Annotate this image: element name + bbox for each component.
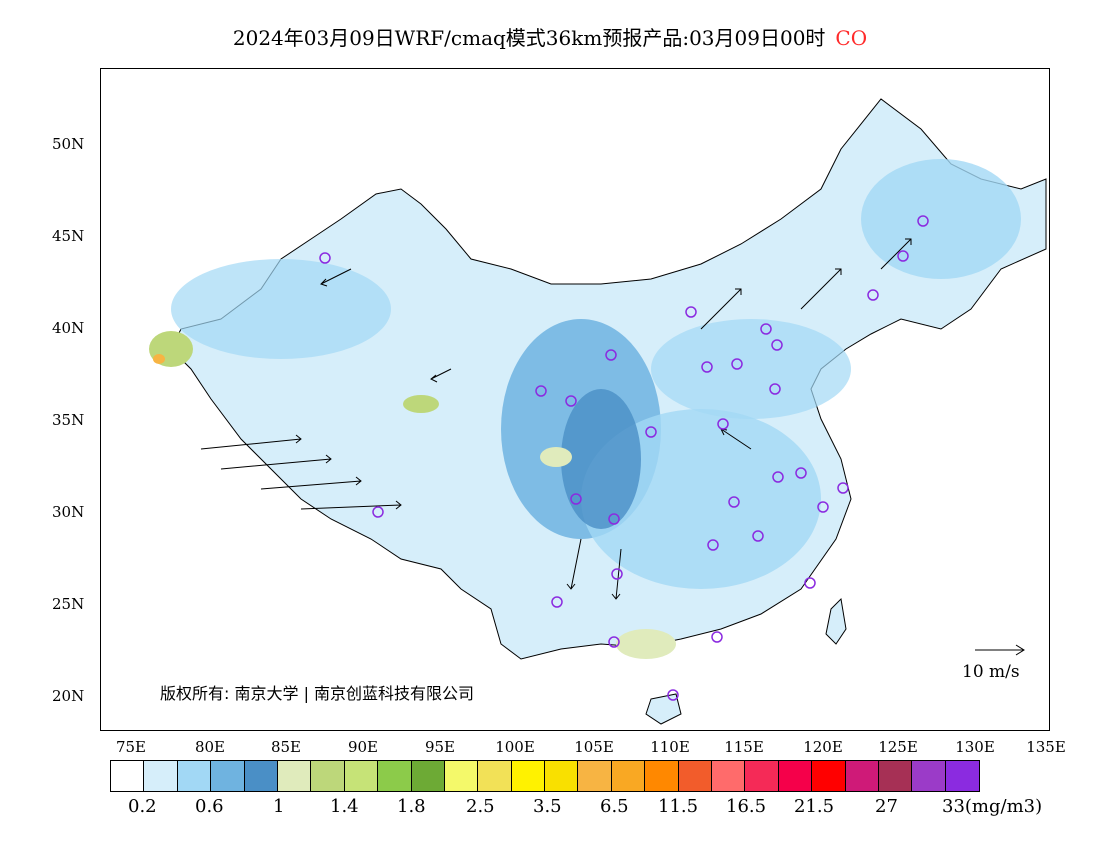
- lon-label-120e: 120E: [803, 738, 843, 756]
- co-patch-orange: [153, 354, 165, 364]
- legend-color-cell: [812, 761, 846, 791]
- legend-color-cell: [478, 761, 512, 791]
- legend-color-cell: [244, 761, 278, 791]
- copyright-text: 版权所有: 南京大学 | 南京创蓝科技有限公司: [160, 684, 475, 703]
- legend-color-cell: [545, 761, 579, 791]
- wind-scale-arrow: [975, 644, 1025, 656]
- legend-label-10: 21.5: [794, 796, 835, 817]
- co-patch-xinjiang: [171, 259, 391, 359]
- lon-label-130e: 130E: [955, 738, 995, 756]
- lon-label-115e: 115E: [724, 738, 764, 756]
- lat-label-40n: 40N: [52, 319, 85, 337]
- species-label: CO: [835, 26, 868, 50]
- legend-label-12: 33(mg/m3): [942, 796, 1043, 817]
- co-patch-yellowgreen-2: [616, 629, 676, 659]
- lat-label-45n: 45N: [52, 227, 85, 245]
- lon-label-100e: 100E: [495, 738, 535, 756]
- legend-label-7: 6.5: [600, 796, 629, 817]
- wind-arrows: [200, 238, 912, 600]
- co-concentration-map: [149, 98, 1047, 725]
- lon-label-90e: 90E: [347, 738, 379, 756]
- co-patch-northeast: [861, 159, 1021, 279]
- legend-color-cell: [311, 761, 345, 791]
- legend-label-9: 16.5: [726, 796, 767, 817]
- legend-color-cell: [411, 761, 445, 791]
- lon-label-105e: 105E: [574, 738, 614, 756]
- lon-label-125e: 125E: [878, 738, 918, 756]
- lon-label-75e: 75E: [115, 738, 147, 756]
- map-title: 2024年03月09日WRF/cmaq模式36km预报产品:03月09日00时 C…: [0, 22, 1100, 51]
- legend-label-6: 3.5: [533, 796, 562, 817]
- legend-color-cell: [912, 761, 946, 791]
- legend-label-4: 1.8: [397, 796, 426, 817]
- legend-label-8: 11.5: [658, 796, 699, 817]
- lon-label-135e: 135E: [1026, 738, 1066, 756]
- legend-label-11: 27: [875, 796, 898, 817]
- lat-label-25n: 25N: [52, 595, 85, 613]
- legend-color-cell: [712, 761, 746, 791]
- taiwan-island: [825, 597, 847, 645]
- legend-color-cell: [211, 761, 245, 791]
- co-patch-yellowgreen-4: [540, 447, 572, 467]
- lat-label-20n: 20N: [52, 687, 85, 705]
- co-patch-yellowgreen-3: [403, 395, 439, 413]
- legend-label-0: 0.2: [128, 796, 157, 817]
- lat-label-30n: 30N: [52, 503, 85, 521]
- map-panel: [100, 68, 1050, 731]
- hainan-island: [645, 693, 682, 725]
- lon-label-95e: 95E: [424, 738, 456, 756]
- legend-color-cell: [678, 761, 713, 791]
- lon-label-85e: 85E: [270, 738, 302, 756]
- legend-color-cell: [511, 761, 546, 791]
- legend-color-cell: [611, 761, 646, 791]
- legend-color-cell: [378, 761, 412, 791]
- legend-label-1: 0.6: [195, 796, 224, 817]
- co-patch-central: [581, 409, 821, 589]
- lat-label-35n: 35N: [52, 411, 85, 429]
- legend-label-5: 2.5: [466, 796, 495, 817]
- lat-label-50n: 50N: [52, 135, 85, 153]
- legend-color-cell: [645, 761, 679, 791]
- legend-color-cell: [177, 761, 212, 791]
- lon-label-110e: 110E: [650, 738, 690, 756]
- legend-color-cell: [745, 761, 779, 791]
- legend-color-cell: [277, 761, 312, 791]
- lon-label-80e: 80E: [194, 738, 226, 756]
- co-patch-dark: [561, 389, 641, 529]
- color-legend: [110, 760, 981, 792]
- legend-color-cell: [144, 761, 178, 791]
- station-markers: [319, 215, 929, 701]
- legend-color-cell: [878, 761, 913, 791]
- legend-label-3: 1.4: [330, 796, 359, 817]
- legend-color-cell: [444, 761, 479, 791]
- wind-scale-label: 10 m/s: [962, 662, 1020, 682]
- co-patch-north: [651, 319, 851, 419]
- legend-color-cell: [111, 761, 145, 791]
- title-text: 2024年03月09日WRF/cmaq模式36km预报产品:03月09日00时: [232, 26, 826, 50]
- legend-color-cell: [344, 761, 379, 791]
- legend-color-cell: [945, 761, 980, 791]
- legend-label-2: 1: [273, 796, 285, 817]
- legend-color-cell: [578, 761, 612, 791]
- legend-color-cell: [778, 761, 813, 791]
- legend-color-cell: [845, 761, 879, 791]
